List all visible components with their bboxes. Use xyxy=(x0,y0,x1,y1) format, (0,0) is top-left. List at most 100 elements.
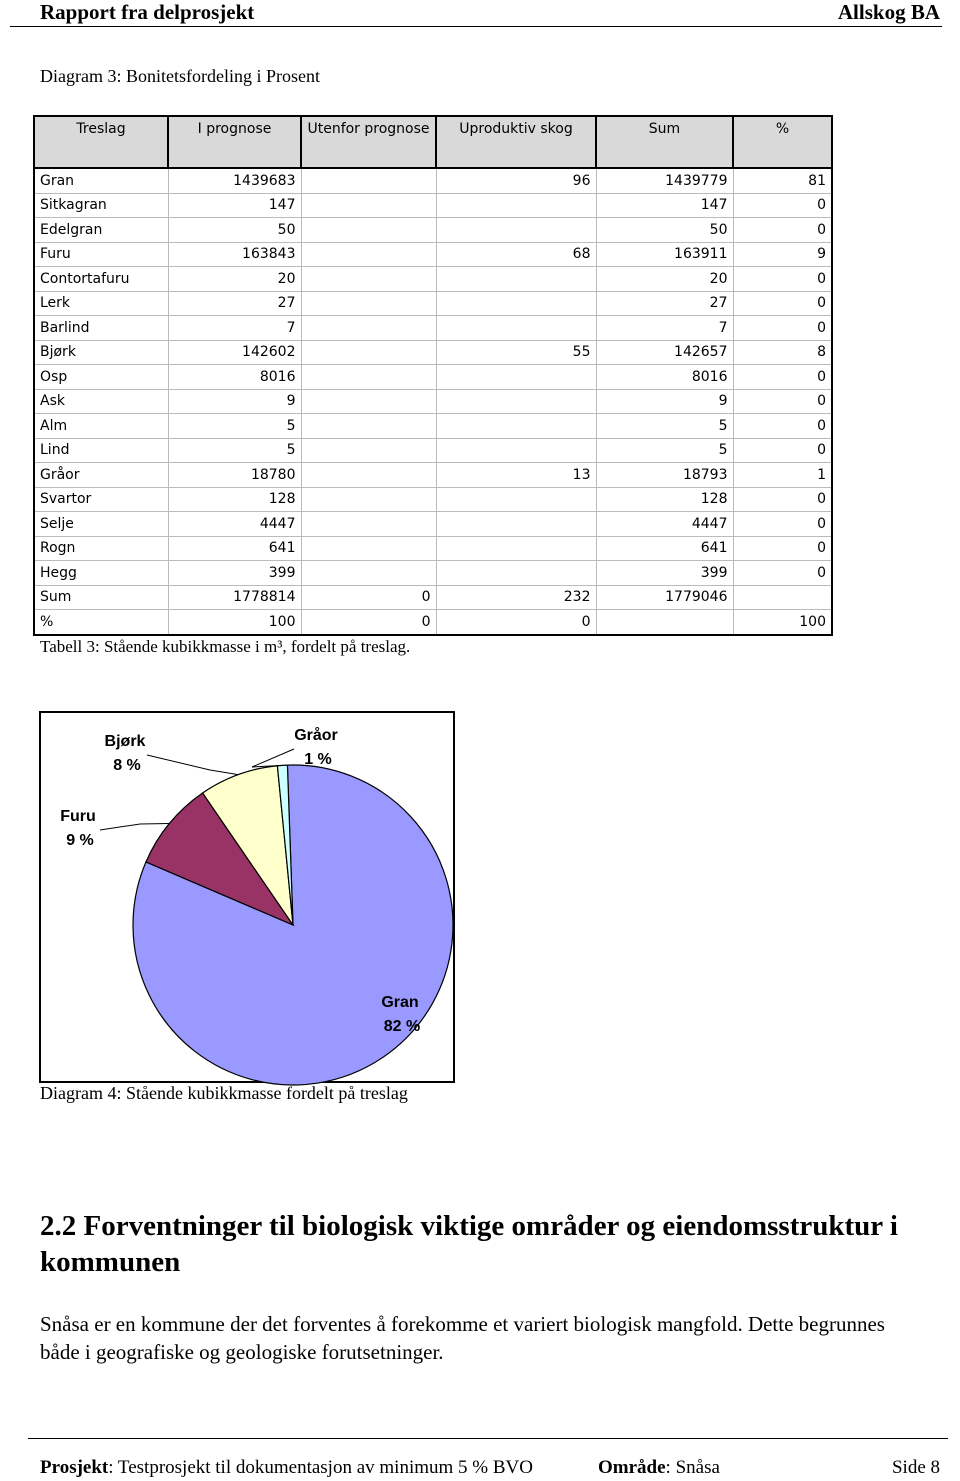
table-cell: 68 xyxy=(435,241,597,267)
table-cell: 142657 xyxy=(595,339,734,365)
table-cell: Contortafuru xyxy=(33,266,169,292)
table-header-row: Treslag I prognose Utenfor prognose Uproduk… xyxy=(33,115,833,169)
table-title: Diagram 3: Bonitetsfordeling i Prosent xyxy=(40,66,320,86)
table-cell: 128 xyxy=(167,486,302,512)
table-cell: 5 xyxy=(595,437,734,463)
table-row: Edelgran 50 50 0 xyxy=(33,217,833,243)
table-row: Gråor 18780 13 18793 1 xyxy=(33,462,833,488)
table-cell xyxy=(435,535,597,561)
table-cell: Gråor xyxy=(33,462,169,488)
table-cell: 1778814 xyxy=(167,584,302,610)
table-row: % 100 0 0 100 xyxy=(33,609,833,635)
footer-project-label: Prosjekt xyxy=(40,1457,109,1478)
chart-caption: Diagram 4: Stående kubikkmasse fordelt p… xyxy=(40,1083,408,1103)
table-cell: 641 xyxy=(167,535,302,561)
table-cell: 7 xyxy=(595,315,734,341)
table-cell xyxy=(435,511,597,537)
slice-value-label: 82 % xyxy=(384,1018,420,1035)
table-cell: 0 xyxy=(732,413,833,439)
table-cell: 0 xyxy=(732,437,833,463)
table-cell xyxy=(300,217,437,243)
table-cell xyxy=(435,315,597,341)
leader-line xyxy=(99,822,170,831)
table-row: Furu 163843 68 163911 9 xyxy=(33,241,833,267)
pie-chart: Gran 82 % Furu 9 % Bjørk 8 % Gråor 1 % xyxy=(39,711,455,1086)
table-cell xyxy=(435,192,597,218)
table-cell: 1439779 xyxy=(595,167,734,194)
table-cell: 5 xyxy=(167,413,302,439)
table-cell xyxy=(732,584,833,610)
column-header: Uproduktiv skog xyxy=(435,115,597,169)
table-cell: 20 xyxy=(595,266,734,292)
table-cell: 96 xyxy=(435,167,597,194)
table-cell xyxy=(300,364,437,390)
table-cell: 0 xyxy=(732,266,833,292)
table-cell: Osp xyxy=(33,364,169,390)
section-heading: 2.2 Forventninger til biologisk viktige … xyxy=(40,1210,898,1278)
table-row: Contortafuru 20 20 0 xyxy=(33,266,833,292)
table-cell xyxy=(300,290,437,316)
table-cell: 128 xyxy=(595,486,734,512)
leader-line xyxy=(251,748,295,768)
slice-label: Furu xyxy=(60,808,96,825)
table-cell xyxy=(435,486,597,512)
table-row: Selje 4447 4447 0 xyxy=(33,511,833,537)
table-row: Barlind 7 7 0 xyxy=(33,315,833,341)
page-footer: Prosjekt: Testprosjekt til dokumentasjon… xyxy=(28,1438,948,1478)
table-cell: Furu xyxy=(33,241,169,267)
table-cell xyxy=(300,535,437,561)
table-row: Sum 1778814 0 232 1779046 xyxy=(33,584,833,610)
table-row: Lind 5 5 0 xyxy=(33,437,833,463)
table-cell xyxy=(300,462,437,488)
table-cell: 4447 xyxy=(167,511,302,537)
table-cell: Hegg xyxy=(33,560,169,586)
pie-slice xyxy=(145,792,295,927)
table-cell: 399 xyxy=(595,560,734,586)
table-cell: Bjørk xyxy=(33,339,169,365)
slice-value-label: 9 % xyxy=(66,832,94,849)
table-cell: 163843 xyxy=(167,241,302,267)
table-cell: Ask xyxy=(33,388,169,414)
table-cell: 0 xyxy=(435,609,597,635)
slice-label: Gran xyxy=(381,994,418,1011)
table-cell: 8016 xyxy=(167,364,302,390)
table-cell: 0 xyxy=(732,535,833,561)
table-cell xyxy=(435,290,597,316)
table-cell xyxy=(300,486,437,512)
table-cell: 0 xyxy=(732,511,833,537)
table-cell xyxy=(300,437,437,463)
column-header: Treslag xyxy=(33,115,169,169)
table-row: Rogn 641 641 0 xyxy=(33,535,833,561)
table-cell xyxy=(300,511,437,537)
table-cell: Rogn xyxy=(33,535,169,561)
table-cell xyxy=(435,217,597,243)
table-cell xyxy=(435,437,597,463)
table-cell: 0 xyxy=(300,584,437,610)
table-cell: Sum xyxy=(33,584,169,610)
table-cell: 147 xyxy=(167,192,302,218)
table-cell xyxy=(435,413,597,439)
table-cell xyxy=(300,339,437,365)
table-cell xyxy=(300,192,437,218)
table-cell: Lind xyxy=(33,437,169,463)
table-cell: 641 xyxy=(595,535,734,561)
table-cell: 5 xyxy=(595,413,734,439)
table-row: Svartor 128 128 0 xyxy=(33,486,833,512)
table-cell: 1 xyxy=(732,462,833,488)
table-cell: 1779046 xyxy=(595,584,734,610)
table-cell: 9 xyxy=(595,388,734,414)
column-header: Utenfor prognose xyxy=(300,115,437,169)
table-cell xyxy=(300,413,437,439)
table-cell: Gran xyxy=(33,167,169,194)
table-cell: Lerk xyxy=(33,290,169,316)
table-cell: 8 xyxy=(732,339,833,365)
table-row: Hegg 399 399 0 xyxy=(33,560,833,586)
column-header: % xyxy=(732,115,833,169)
table-cell: 20 xyxy=(167,266,302,292)
table-cell xyxy=(300,241,437,267)
footer-area: : Snåsa xyxy=(665,1457,720,1478)
table-cell: 147 xyxy=(595,192,734,218)
table-cell: 50 xyxy=(595,217,734,243)
table-cell: 163911 xyxy=(595,241,734,267)
table-cell: 18780 xyxy=(167,462,302,488)
